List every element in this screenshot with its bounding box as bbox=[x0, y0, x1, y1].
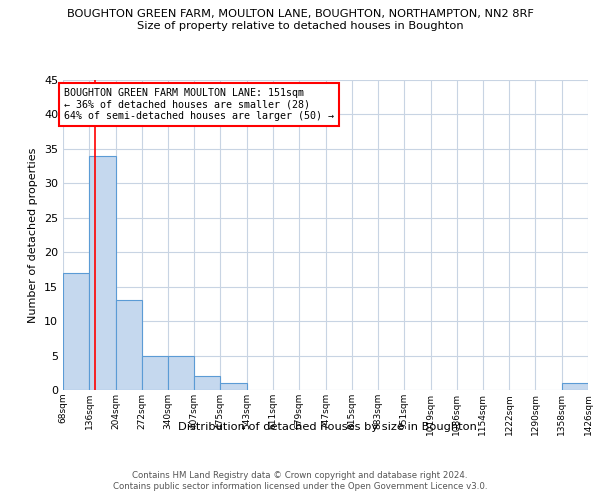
Bar bbox=[63, 273, 89, 390]
Text: BOUGHTON GREEN FARM, MOULTON LANE, BOUGHTON, NORTHAMPTON, NN2 8RF: BOUGHTON GREEN FARM, MOULTON LANE, BOUGH… bbox=[67, 9, 533, 19]
Text: BOUGHTON GREEN FARM MOULTON LANE: 151sqm
← 36% of detached houses are smaller (2: BOUGHTON GREEN FARM MOULTON LANE: 151sqm… bbox=[64, 88, 334, 122]
Text: Contains HM Land Registry data © Crown copyright and database right 2024.: Contains HM Land Registry data © Crown c… bbox=[132, 471, 468, 480]
Bar bbox=[562, 383, 588, 390]
Bar bbox=[89, 156, 116, 390]
Text: Contains public sector information licensed under the Open Government Licence v3: Contains public sector information licen… bbox=[113, 482, 487, 491]
Y-axis label: Number of detached properties: Number of detached properties bbox=[28, 148, 38, 322]
Bar bbox=[194, 376, 220, 390]
Bar bbox=[168, 356, 194, 390]
Bar bbox=[142, 356, 168, 390]
Text: Distribution of detached houses by size in Boughton: Distribution of detached houses by size … bbox=[178, 422, 476, 432]
Bar bbox=[116, 300, 142, 390]
Bar bbox=[220, 383, 247, 390]
Text: Size of property relative to detached houses in Boughton: Size of property relative to detached ho… bbox=[137, 21, 463, 31]
